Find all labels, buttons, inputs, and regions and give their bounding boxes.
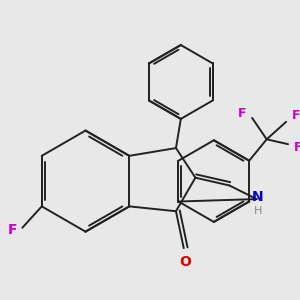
Text: H: H xyxy=(254,206,262,216)
Text: F: F xyxy=(238,106,247,120)
Text: N: N xyxy=(252,190,263,204)
Text: F: F xyxy=(292,110,300,122)
Text: F: F xyxy=(8,223,17,237)
Text: F: F xyxy=(293,141,300,154)
Text: O: O xyxy=(180,255,192,269)
